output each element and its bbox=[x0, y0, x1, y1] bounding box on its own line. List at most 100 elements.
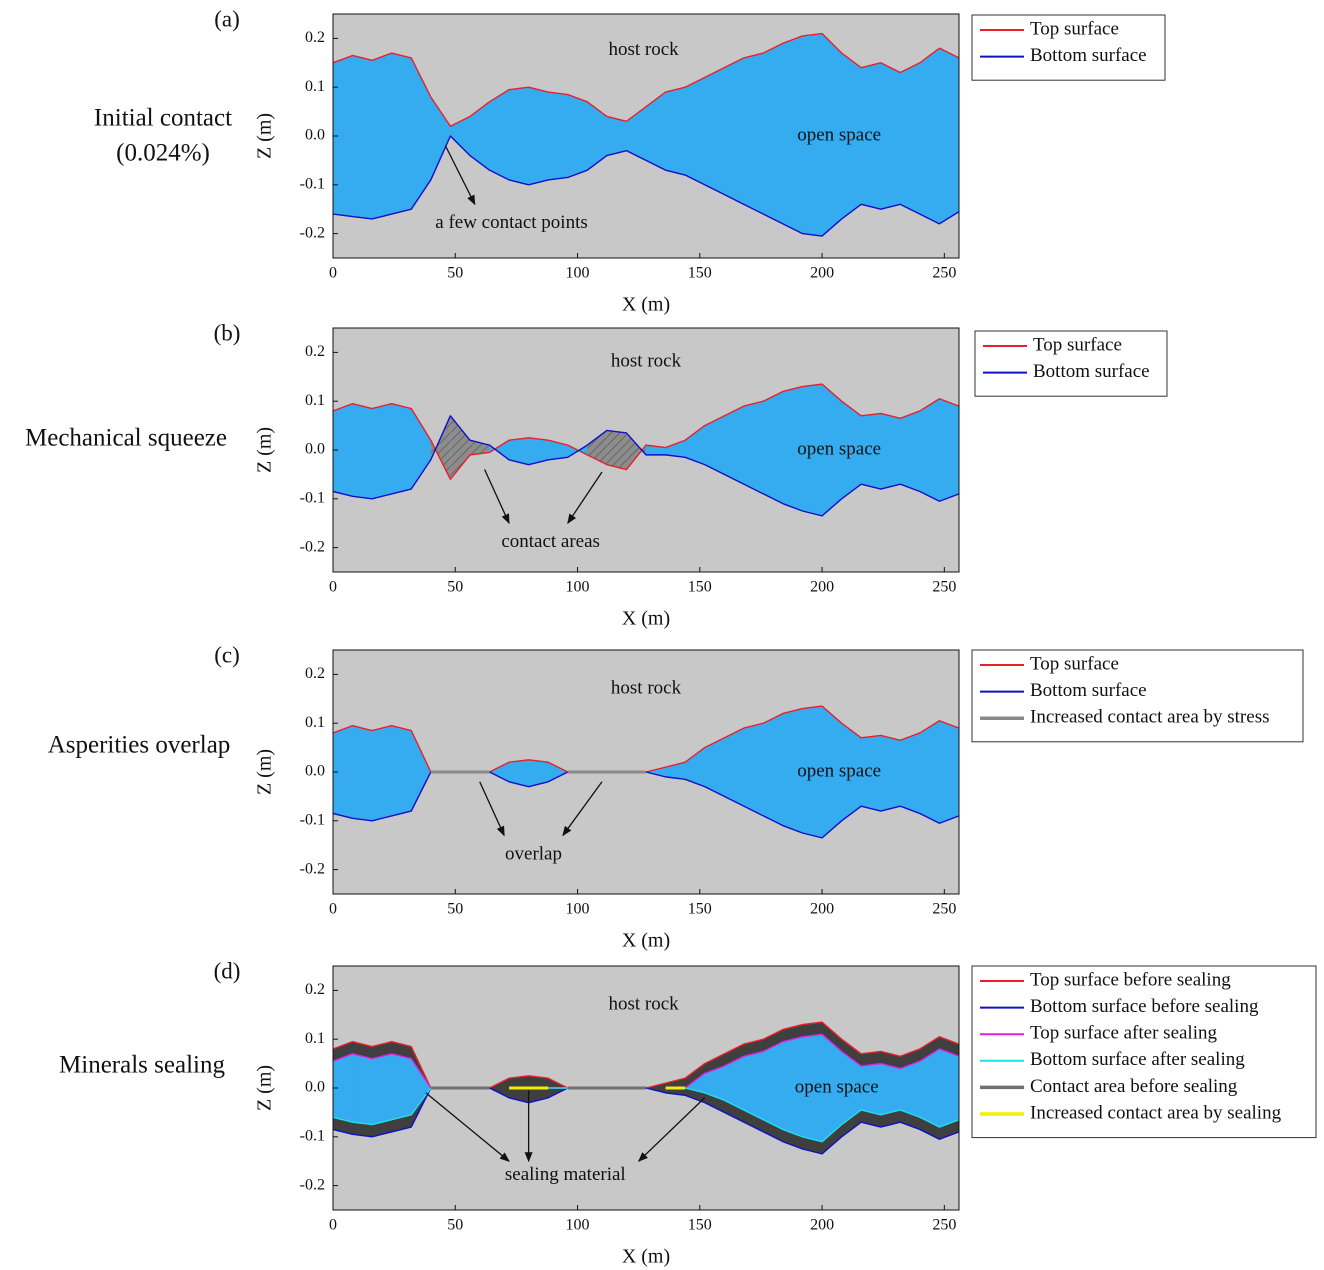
legend-label: Increased contact area by sealing bbox=[1030, 1102, 1282, 1123]
x-axis-label: X (m) bbox=[622, 294, 670, 316]
y-axis-label: Z (m) bbox=[254, 749, 276, 795]
annotation: open space bbox=[797, 438, 881, 459]
panel-label: (a) bbox=[214, 6, 240, 31]
series-line bbox=[333, 705, 959, 773]
gap-fill bbox=[763, 42, 784, 225]
legend-label: Top surface after sealing bbox=[1030, 1023, 1217, 1044]
y-tick-label: 0.1 bbox=[305, 78, 325, 95]
gap-fill bbox=[391, 725, 412, 817]
gap-fill bbox=[900, 1060, 921, 1118]
series-line bbox=[333, 771, 959, 839]
x-tick-label: 150 bbox=[688, 265, 712, 282]
overlap-fill bbox=[587, 430, 607, 465]
annotation: open space bbox=[795, 1076, 879, 1097]
x-tick-label: 0 bbox=[329, 901, 337, 918]
x-tick-label: 0 bbox=[329, 265, 337, 282]
y-tick-label: 0.0 bbox=[305, 127, 325, 144]
gap-fill bbox=[371, 52, 392, 220]
overlap-fill bbox=[430, 415, 451, 480]
annotation-arrow bbox=[562, 781, 603, 837]
annotation: open space bbox=[797, 124, 881, 145]
annotation-arrow bbox=[479, 781, 505, 837]
legend-label: Contact area before sealing bbox=[1030, 1076, 1238, 1097]
side-title: Minerals sealing bbox=[59, 1052, 225, 1079]
x-tick-label: 100 bbox=[566, 901, 590, 918]
gap-fill bbox=[880, 62, 901, 210]
gap-fill bbox=[508, 86, 529, 186]
y-tick-label: -0.1 bbox=[300, 175, 325, 192]
annotation-arrow bbox=[637, 1097, 706, 1162]
gap-fill bbox=[880, 413, 901, 490]
gap-fill bbox=[723, 405, 745, 485]
gap-fill bbox=[919, 1048, 940, 1128]
plot-area bbox=[333, 705, 959, 839]
x-tick-label: 100 bbox=[566, 579, 590, 596]
overlap-fill bbox=[450, 415, 470, 480]
gap-fill bbox=[489, 89, 510, 181]
annotation: host rock bbox=[611, 351, 682, 372]
annotation: overlap bbox=[505, 843, 562, 864]
x-axis-label: X (m) bbox=[622, 1246, 670, 1268]
series-line bbox=[333, 383, 959, 480]
x-tick-label: 100 bbox=[566, 265, 590, 282]
y-tick-label: -0.2 bbox=[300, 860, 325, 877]
gap-fill bbox=[919, 720, 940, 824]
annotation: host rock bbox=[608, 993, 679, 1014]
side-title: Asperities overlap bbox=[48, 732, 231, 759]
legend-box bbox=[971, 965, 1317, 1139]
annotation-arrow bbox=[484, 469, 510, 525]
annotation: a few contact points bbox=[435, 212, 587, 233]
y-tick-label: 0.1 bbox=[305, 714, 325, 731]
x-tick-label: 200 bbox=[810, 901, 834, 918]
y-tick-label: 0.0 bbox=[305, 441, 325, 458]
series-line bbox=[333, 415, 959, 517]
annotation-arrow bbox=[425, 1092, 510, 1162]
gap-fill bbox=[371, 403, 392, 500]
annotation: contact areas bbox=[501, 531, 600, 552]
x-tick-label: 50 bbox=[447, 1217, 463, 1234]
gap-fill bbox=[743, 722, 764, 817]
gap-fill bbox=[547, 91, 569, 181]
gap-fill bbox=[723, 57, 745, 205]
y-axis-label: Z (m) bbox=[254, 427, 276, 473]
series-line bbox=[333, 135, 959, 237]
legend-label: Bottom surface after sealing bbox=[1030, 1049, 1245, 1070]
legend-label: Bottom surface before sealing bbox=[1030, 996, 1259, 1017]
y-tick-label: -0.2 bbox=[300, 1176, 325, 1193]
annotation: open space bbox=[797, 760, 881, 781]
gap-fill bbox=[606, 116, 627, 156]
annotation-arrow bbox=[444, 145, 476, 206]
gap-fill bbox=[743, 52, 764, 215]
gap-fill bbox=[763, 1041, 784, 1130]
legend-label: Top surface before sealing bbox=[1030, 969, 1231, 990]
gap-fill bbox=[723, 727, 745, 807]
y-tick-label: 0.2 bbox=[305, 981, 325, 998]
overlap-fill bbox=[626, 432, 646, 470]
gap-fill bbox=[391, 52, 412, 215]
x-tick-label: 200 bbox=[810, 1217, 834, 1234]
gap-fill bbox=[939, 720, 959, 824]
plot-area bbox=[333, 1021, 959, 1155]
y-tick-label: 0.1 bbox=[305, 1030, 325, 1047]
gap-fill bbox=[371, 725, 392, 822]
legend-label: Bottom surface bbox=[1033, 361, 1150, 382]
y-tick-label: 0.2 bbox=[305, 343, 325, 360]
x-axis-label: X (m) bbox=[622, 930, 670, 952]
x-axis-label: X (m) bbox=[622, 608, 670, 630]
side-title: Mechanical squeeze bbox=[25, 425, 227, 452]
side-title: (0.024%) bbox=[116, 140, 210, 167]
x-tick-label: 200 bbox=[810, 265, 834, 282]
gap-fill bbox=[880, 735, 901, 812]
legend-box bbox=[974, 330, 1168, 397]
gap-fill bbox=[900, 62, 921, 215]
legend-label: Bottom surface bbox=[1030, 45, 1147, 66]
y-tick-label: 0.0 bbox=[305, 1079, 325, 1096]
gap-fill bbox=[919, 47, 940, 225]
gap-fill bbox=[939, 398, 959, 502]
annotation-arrow bbox=[567, 471, 603, 525]
gap-fill bbox=[391, 403, 412, 495]
series-line bbox=[333, 1021, 959, 1089]
x-tick-label: 50 bbox=[447, 265, 463, 282]
x-tick-label: 200 bbox=[810, 579, 834, 596]
y-tick-label: -0.1 bbox=[300, 811, 325, 828]
